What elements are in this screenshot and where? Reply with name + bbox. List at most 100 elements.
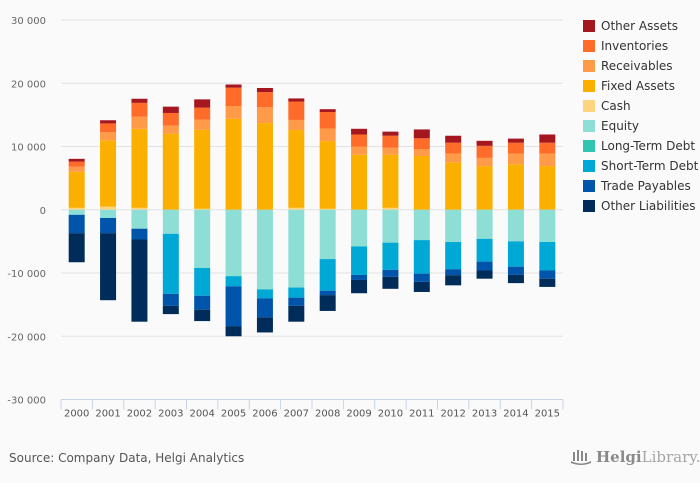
x-tick-label: 2001 xyxy=(95,409,120,420)
bar-segment-inventories-2004 xyxy=(194,107,211,120)
bar-segment-other-liabilities-2009 xyxy=(351,279,368,294)
bar-segment-receivables-2004 xyxy=(194,119,211,130)
bar-segment-equity-2000 xyxy=(68,209,85,215)
bar-segment-equity-2009 xyxy=(351,209,368,247)
legend-swatch xyxy=(583,140,595,152)
bar-segment-inventories-2015 xyxy=(539,142,556,154)
bar-segment-receivables-2013 xyxy=(476,157,493,167)
bar-segment-equity-2001 xyxy=(100,209,117,218)
bar-segment-other-assets-2002 xyxy=(131,98,148,103)
bar-segment-fixed-assets-2004 xyxy=(194,129,211,209)
bar-segment-equity-2005 xyxy=(225,209,242,277)
bar-segment-receivables-2011 xyxy=(413,149,430,156)
legend-item-long-term-debt[interactable]: Long-Term Debt xyxy=(583,136,698,156)
bar-segment-inventories-2001 xyxy=(100,123,117,133)
legend-swatch xyxy=(583,100,595,112)
bar-segment-other-assets-2004 xyxy=(194,99,211,108)
bar-segment-short-term-debt-2010 xyxy=(382,242,399,270)
bar-segment-inventories-2000 xyxy=(68,161,85,167)
bar-segment-other-assets-2000 xyxy=(68,158,85,162)
bar-segment-inventories-2005 xyxy=(225,87,242,107)
bar-segment-cash-2007 xyxy=(288,207,305,210)
bar-segment-receivables-2012 xyxy=(445,153,462,163)
bar-segment-trade-payables-2011 xyxy=(413,273,430,282)
bar-segment-inventories-2007 xyxy=(288,101,305,120)
bar-segment-receivables-2014 xyxy=(507,153,524,165)
bar-segment-equity-2008 xyxy=(319,209,336,260)
bar-segment-inventories-2012 xyxy=(445,142,462,154)
bar-segment-other-assets-2014 xyxy=(507,138,524,143)
bar-segment-fixed-assets-2000 xyxy=(68,171,85,208)
bar-segment-cash-2001 xyxy=(100,206,117,210)
legend-item-inventories[interactable]: Inventories xyxy=(583,36,698,56)
bar-segment-cash-2000 xyxy=(68,207,85,210)
bar-segment-other-assets-2013 xyxy=(476,140,493,146)
legend-label: Fixed Assets xyxy=(601,79,675,93)
legend-item-fixed-assets[interactable]: Fixed Assets xyxy=(583,76,698,96)
bar-segment-equity-2003 xyxy=(162,209,179,234)
legend-label: Short-Term Debt xyxy=(601,159,699,173)
bar-segment-equity-2012 xyxy=(445,209,462,243)
y-tick-label: -30 000 xyxy=(7,396,46,407)
bar-segment-short-term-debt-2013 xyxy=(476,238,493,262)
bar-segment-cash-2002 xyxy=(131,207,148,210)
x-tick-label: 2005 xyxy=(221,409,246,420)
bar-segment-trade-payables-2009 xyxy=(351,274,368,280)
x-tick-label: 2009 xyxy=(346,409,371,420)
bar-segment-equity-2007 xyxy=(288,209,305,288)
y-tick-label: 10 000 xyxy=(11,143,46,154)
legend-item-equity[interactable]: Equity xyxy=(583,116,698,136)
bar-segment-equity-2006 xyxy=(256,209,273,290)
bar-segment-short-term-debt-2011 xyxy=(413,240,430,274)
x-tick-label: 2002 xyxy=(127,409,152,420)
bar-segment-equity-2010 xyxy=(382,209,399,243)
legend-item-short-term-debt[interactable]: Short-Term Debt xyxy=(583,156,698,176)
bar-segment-equity-2002 xyxy=(131,209,148,229)
bar-segment-short-term-debt-2005 xyxy=(225,276,242,287)
legend-swatch xyxy=(583,20,595,32)
bar-segment-other-assets-2003 xyxy=(162,106,179,113)
bar-segment-receivables-2007 xyxy=(288,119,305,131)
bar-segment-inventories-2002 xyxy=(131,102,148,117)
bar-segment-equity-2015 xyxy=(539,209,556,243)
bar-segment-short-term-debt-2007 xyxy=(288,287,305,298)
bar-segment-short-term-debt-2004 xyxy=(194,267,211,296)
bar-segment-other-liabilities-2010 xyxy=(382,276,399,289)
bar-segment-fixed-assets-2003 xyxy=(162,133,179,210)
legend-item-trade-payables[interactable]: Trade Payables xyxy=(583,176,698,196)
bar-segment-trade-payables-2012 xyxy=(445,269,462,276)
bar-segment-receivables-2001 xyxy=(100,132,117,141)
bar-segment-trade-payables-2002 xyxy=(131,228,148,240)
x-tick-label: 2013 xyxy=(472,409,497,420)
bar-segment-receivables-2009 xyxy=(351,146,368,155)
stacked-bar-chart: 30 000 20 000 10 000 0 -10 000 -20 000 -30 000… xyxy=(7,16,564,420)
bar-segment-other-assets-2010 xyxy=(382,131,399,136)
legend-swatch xyxy=(583,160,595,172)
bar-segment-fixed-assets-2013 xyxy=(476,166,493,210)
legend-item-other-assets[interactable]: Other Assets xyxy=(583,16,698,36)
bar-segment-fixed-assets-2014 xyxy=(507,164,524,210)
legend-label: Other Assets xyxy=(601,19,678,33)
bar-segment-inventories-2008 xyxy=(319,112,336,129)
legend-label: Receivables xyxy=(601,59,673,73)
bar-segment-short-term-debt-2012 xyxy=(445,242,462,270)
legend-item-cash[interactable]: Cash xyxy=(583,96,698,116)
helgi-library-logo[interactable]: Helgi Library. xyxy=(570,448,700,466)
x-tick-label: 2008 xyxy=(315,409,340,420)
bar-segment-other-assets-2005 xyxy=(225,84,242,88)
legend-item-other-liabilities[interactable]: Other Liabilities xyxy=(583,196,698,216)
legend-swatch xyxy=(583,120,595,132)
bar-segment-cash-2008 xyxy=(319,208,336,210)
bar-segment-fixed-assets-2006 xyxy=(256,123,273,210)
bar-segment-other-liabilities-2014 xyxy=(507,274,524,284)
bar-segment-other-assets-2011 xyxy=(413,129,430,139)
x-tick-label: 2007 xyxy=(284,409,309,420)
bar-segment-other-liabilities-2011 xyxy=(413,281,430,292)
bar-segment-other-liabilities-2001 xyxy=(100,233,117,301)
legend-label: Inventories xyxy=(601,39,669,53)
bar-segment-receivables-2005 xyxy=(225,106,242,119)
legend-item-receivables[interactable]: Receivables xyxy=(583,56,698,76)
x-tick-label: 2000 xyxy=(64,409,89,420)
bar-segment-short-term-debt-2014 xyxy=(507,241,524,267)
bar-segment-other-assets-2008 xyxy=(319,109,336,113)
